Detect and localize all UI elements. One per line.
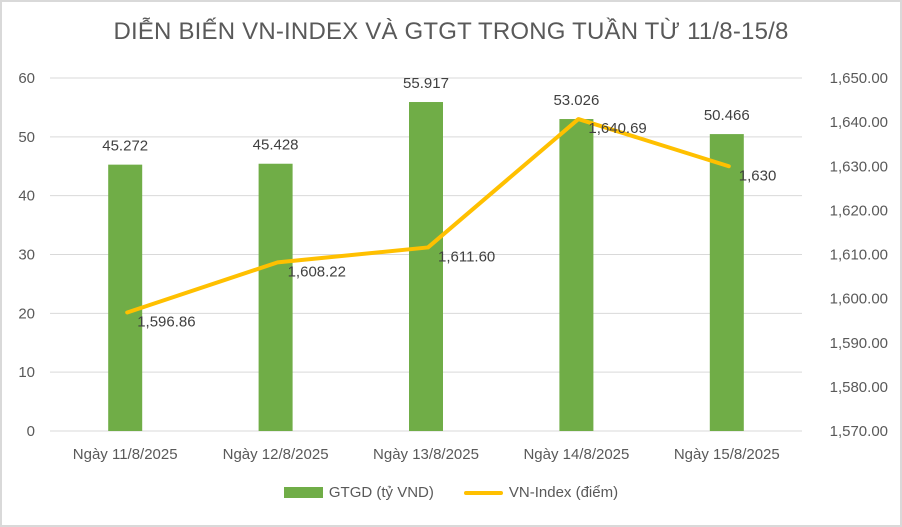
left-axis-tick-label: 0 (27, 423, 35, 440)
left-axis-tick-label: 30 (18, 247, 35, 264)
bar-data-label: 50.466 (704, 107, 750, 124)
line-data-label: 1,630 (739, 167, 777, 184)
left-axis-tick-label: 10 (18, 364, 35, 381)
right-axis-tick-label: 1,630.00 (830, 158, 888, 175)
legend-label-gtgd: GTGD (tỷ VND) (328, 484, 434, 501)
category-axis-label: Ngày 13/8/2025 (373, 446, 479, 463)
line-vnindex[interactable] (125, 117, 731, 315)
bar-gtgd[interactable] (559, 119, 594, 431)
category-axis-label: Ngày 15/8/2025 (674, 446, 780, 463)
category-axis-label: Ngày 11/8/2025 (73, 446, 178, 463)
bar-gtgd[interactable] (409, 102, 443, 431)
right-axis-tick-label: 1,590.00 (830, 335, 888, 352)
chart-title: DIỄN BIẾN VN-INDEX VÀ GTGT TRONG TUẦN TỪ… (113, 18, 789, 45)
legend-bar-swatch-icon (283, 487, 323, 498)
category-axis-label: Ngày 12/8/2025 (223, 446, 329, 463)
line-data-label: 1,596.86 (137, 313, 195, 330)
bar-data-label: 55.917 (403, 75, 449, 92)
left-axis-tick-label: 40 (18, 188, 35, 205)
category-axis-label: Ngày 14/8/2025 (523, 446, 629, 463)
bar-gtgd[interactable] (258, 163, 293, 431)
left-axis-tick-label: 50 (18, 129, 35, 146)
right-axis-tick-label: 1,620.00 (830, 202, 888, 219)
right-axis-tick-label: 1,650.00 (830, 70, 888, 87)
legend-item-vnindex[interactable]: VN-Index (điểm) (463, 484, 619, 501)
legend-item-gtgd[interactable]: GTGD (tỷ VND) (283, 484, 434, 501)
line-data-label: 1,608.22 (288, 263, 346, 280)
legend: GTGD (tỷ VND) VN-Index (điểm) (0, 484, 902, 501)
line-data-label: 1,640.69 (588, 120, 646, 137)
bar-gtgd[interactable] (709, 134, 744, 431)
bar-data-label: 45.428 (253, 137, 299, 154)
bar-data-label: 53.026 (553, 92, 599, 109)
right-axis-tick-label: 1,600.00 (830, 291, 888, 308)
legend-line-swatch-icon (463, 490, 503, 495)
right-axis-tick-label: 1,640.00 (830, 114, 888, 131)
bar-data-label: 45.272 (102, 138, 148, 155)
right-axis-tick-label: 1,580.00 (830, 379, 888, 396)
legend-label-vnindex: VN-Index (điểm) (508, 484, 619, 501)
right-axis-tick-label: 1,570.00 (830, 423, 888, 440)
bar-gtgd[interactable] (108, 164, 143, 432)
right-axis-tick-label: 1,610.00 (830, 247, 888, 264)
left-axis-tick-label: 60 (18, 70, 35, 87)
line-data-label: 1,611.60 (438, 248, 495, 265)
left-axis-tick-label: 20 (18, 305, 35, 322)
